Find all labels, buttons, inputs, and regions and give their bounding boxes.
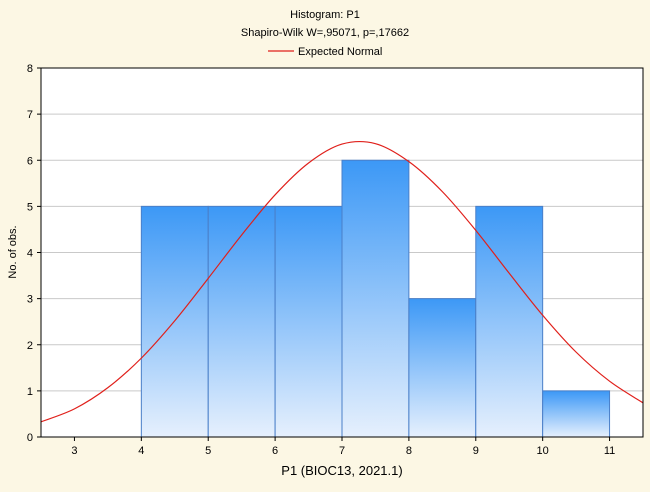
x-tick-label-5: 5 [205, 445, 211, 457]
x-tick-label-8: 8 [406, 445, 412, 457]
histogram-bar-5 [408, 298, 477, 438]
x-axis-ticks: 3 4 5 6 7 8 9 10 11 [71, 437, 615, 457]
y-tick-label-6: 6 [27, 155, 33, 167]
histogram-bar-2 [207, 205, 276, 438]
y-tick-label-0: 0 [27, 432, 33, 444]
chart-title: Histogram: P1 [290, 9, 360, 21]
expected-normal-curve [41, 140, 643, 423]
y-tick-label-3: 3 [27, 294, 33, 306]
y-tick-label-4: 4 [27, 248, 33, 260]
y-tick-label-8: 8 [27, 63, 33, 75]
x-tick-label-10: 10 [537, 445, 549, 457]
x-axis-label: P1 (BIOC13, 2021.1) [281, 463, 402, 478]
y-tick-label-7: 7 [27, 109, 33, 121]
y-tick-label-1: 1 [27, 386, 33, 398]
y-axis-label: No. of obs. [7, 225, 19, 278]
x-tick-label-9: 9 [473, 445, 479, 457]
y-tick-label-2: 2 [27, 340, 33, 352]
legend: Expected Normal [268, 46, 382, 58]
x-tick-label-6: 6 [272, 445, 278, 457]
histogram-bar-7 [542, 390, 611, 438]
x-tick-label-11: 11 [604, 445, 615, 457]
chart-subtitle: Shapiro-Wilk W=,95071, p=,17662 [241, 27, 409, 39]
x-tick-label-7: 7 [339, 445, 345, 457]
histogram-bar-3 [274, 205, 343, 438]
y-tick-label-5: 5 [27, 201, 33, 213]
histogram-bar-4 [341, 159, 410, 438]
legend-label: Expected Normal [298, 46, 382, 58]
histogram-bar-6 [475, 205, 544, 438]
expected-normal-curve-layer [41, 140, 643, 423]
y-axis-ticks: 0 1 2 3 4 5 6 7 8 [27, 63, 41, 444]
x-tick-label-3: 3 [71, 445, 77, 457]
x-tick-label-4: 4 [138, 445, 144, 457]
